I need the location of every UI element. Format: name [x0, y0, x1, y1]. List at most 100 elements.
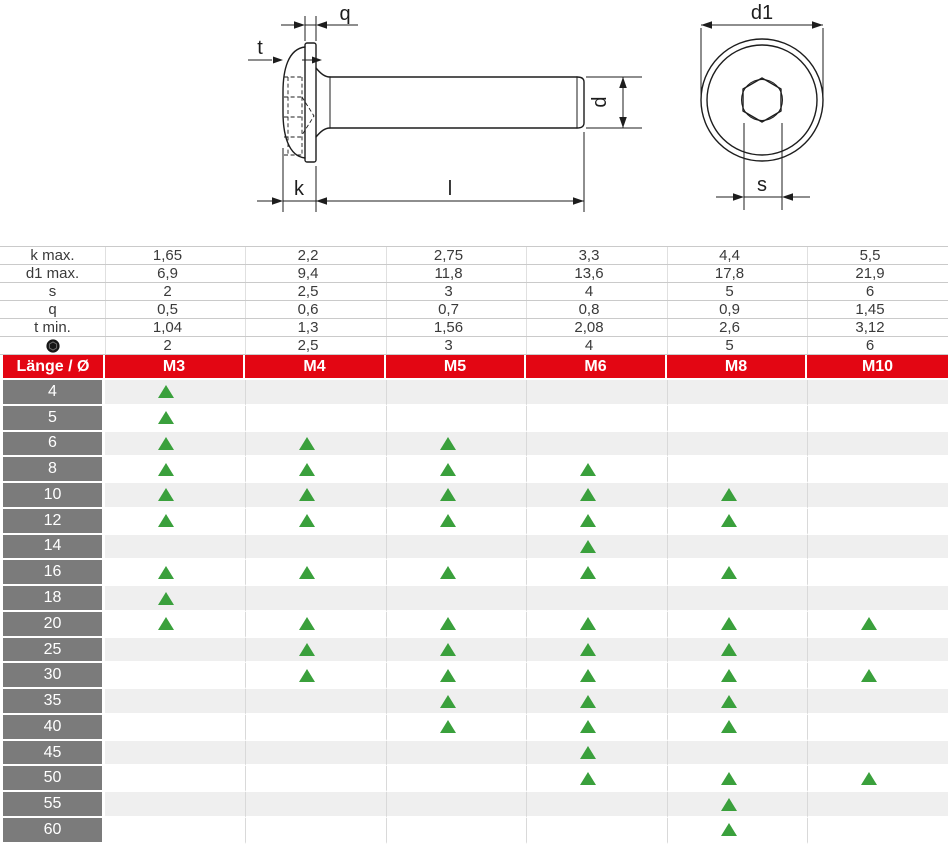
triangle-up-icon [158, 385, 174, 399]
triangle-up-icon [720, 565, 737, 579]
availability-cell [245, 483, 386, 509]
spec-row-label: t min. [34, 318, 71, 336]
triangle-up-icon [580, 617, 596, 631]
size-column-header-M4: M4 [245, 355, 386, 378]
head-outer-circle [700, 38, 824, 162]
availability-cell [526, 380, 667, 406]
dim-label-s: s [757, 174, 767, 196]
spec-row: q 0,5 0,6 0,7 0,8 0,9 1,45 [0, 301, 948, 319]
availability-cell [245, 637, 386, 664]
spec-row: 2 2,5 3 4 5 6 [0, 337, 948, 355]
availability-cell [105, 509, 245, 535]
triangle-up-icon [720, 643, 737, 657]
matrix-row-25: 25 [0, 637, 948, 664]
triangle-up-icon [439, 720, 456, 734]
spec-value: 2,2 [245, 247, 386, 264]
size-column-header-M3: M3 [105, 355, 245, 378]
triangle-up-icon [299, 565, 315, 579]
availability-cell [807, 586, 948, 612]
triangle-up-icon [299, 668, 315, 682]
availability-cell [105, 637, 245, 664]
spec-value: 17,8 [667, 265, 807, 282]
availability-cell [105, 715, 245, 741]
triangle-up-icon [439, 668, 456, 682]
spec-value: 1,45 [807, 301, 948, 318]
spec-row: t min. 1,04 1,3 1,56 2,08 2,6 3,12 [0, 319, 948, 337]
triangle-up-icon [299, 617, 315, 631]
matrix-row-10: 10 [0, 483, 948, 509]
availability-cell [386, 663, 526, 690]
triangle-up-icon [439, 565, 456, 579]
triangle-up-icon [299, 488, 315, 502]
triangle-up-icon [720, 617, 737, 631]
triangle-up-icon [861, 771, 877, 785]
length-cell: 4 [0, 380, 105, 406]
dim-d1: d1 [700, 2, 824, 99]
availability-cell [667, 792, 807, 819]
neck-bottom [315, 127, 331, 138]
availability-cell [667, 534, 807, 561]
triangle-up-icon [158, 488, 174, 502]
triangle-up-icon [580, 514, 596, 528]
length-cell: 30 [0, 663, 105, 690]
triangle-up-icon [580, 694, 596, 708]
triangle-up-icon [299, 514, 315, 528]
availability-cell [105, 612, 245, 638]
availability-cell [807, 483, 948, 509]
matrix-row-20: 20 [0, 611, 948, 638]
matrix-row-12: 12 [0, 508, 948, 535]
matrix-row-45: 45 [0, 740, 948, 767]
availability-cell [245, 560, 386, 587]
spec-value: 4,4 [667, 247, 807, 264]
triangle-up-icon [720, 823, 737, 837]
availability-cell [667, 586, 807, 612]
availability-cell [807, 560, 948, 587]
triangle-up-icon [439, 462, 456, 476]
availability-cell [105, 586, 245, 612]
availability-cell [245, 818, 386, 844]
triangle-up-icon [580, 746, 596, 760]
availability-cell [807, 766, 948, 793]
availability-cell [245, 534, 386, 561]
spec-value: 1,56 [386, 319, 526, 336]
availability-cell [526, 508, 667, 535]
availability-cell [526, 586, 667, 612]
spec-value: 2 [105, 337, 245, 354]
spec-row-label: q [48, 300, 57, 318]
availability-cell [807, 611, 948, 638]
hex-socket-icon [0, 337, 105, 354]
availability-cell [105, 560, 245, 587]
size-column-header-M8: M8 [667, 355, 807, 378]
triangle-up-icon [580, 462, 596, 476]
availability-cell [807, 380, 948, 406]
spec-row-label: s [48, 282, 57, 300]
availability-cell [386, 714, 526, 741]
shank-outline [329, 76, 585, 129]
spec-value: 0,5 [105, 301, 245, 318]
dim-k: k [257, 148, 317, 212]
matrix-row-8: 8 [0, 457, 948, 484]
availability-cell [105, 663, 245, 690]
triangle-up-icon [158, 591, 174, 605]
length-cell: 5 [0, 405, 105, 432]
spec-value: 6 [807, 283, 948, 300]
triangle-up-icon [299, 643, 315, 657]
availability-cell [245, 792, 386, 819]
spec-value: 3 [386, 283, 526, 300]
length-cell: 16 [0, 560, 105, 587]
triangle-up-icon [580, 668, 596, 682]
spec-value: 0,8 [526, 301, 667, 318]
triangle-up-icon [299, 436, 315, 450]
availability-cell [245, 405, 386, 432]
triangle-up-icon [158, 514, 174, 528]
dim-label-q: q [339, 3, 350, 25]
availability-cell [807, 457, 948, 484]
spec-row: k max. 1,65 2,2 2,75 3,3 4,4 5,5 [0, 247, 948, 265]
availability-cell [667, 663, 807, 690]
triangle-up-icon [580, 720, 596, 734]
length-cell: 20 [0, 611, 105, 638]
triangle-up-icon [439, 436, 456, 450]
dim-label-d: d [589, 96, 611, 107]
triangle-up-icon [861, 668, 877, 682]
availability-cell [807, 740, 948, 767]
